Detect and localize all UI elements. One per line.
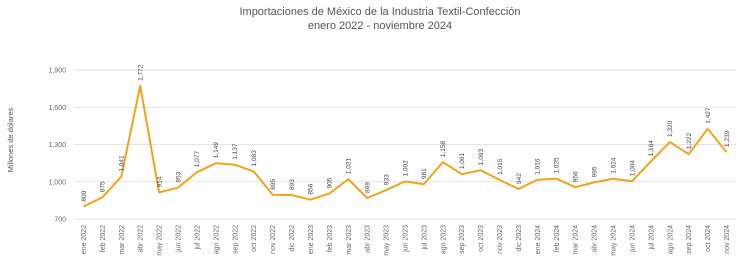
x-tick-label: oct 2024	[705, 225, 712, 252]
x-tick-label: dic 2023	[516, 225, 523, 252]
y-tick-label: 1,000	[48, 179, 66, 186]
x-tick-label: mar 2024	[573, 225, 580, 255]
x-tick-label: jul 2024	[648, 225, 655, 251]
x-tick-label: mar 2022	[119, 225, 126, 255]
data-label: 1,002	[402, 160, 409, 177]
chart-title: Importaciones de México de la Industria …	[239, 6, 520, 18]
x-tick-label: jul 2022	[194, 225, 201, 251]
data-label: 895	[270, 179, 277, 190]
x-tick-label: ene 2024	[535, 225, 542, 254]
x-tick-label: abr 2024	[592, 225, 599, 253]
data-label: 1,077	[194, 151, 201, 168]
x-tick-label: abr 2022	[138, 225, 145, 253]
y-axis-title: Millones de dólares	[6, 107, 15, 172]
chart-subtitle: enero 2022 - noviembre 2024	[308, 20, 452, 32]
data-label: 1,004	[629, 160, 636, 177]
x-tick-label: dic 2022	[289, 225, 296, 252]
data-label: 981	[421, 168, 428, 179]
data-label: 1,016	[535, 158, 542, 175]
data-label: 1,024	[610, 157, 617, 174]
data-label: 953	[175, 171, 182, 182]
x-tick-label: jun 2024	[629, 225, 636, 253]
data-label: 1,222	[686, 133, 693, 150]
data-label: 1,772	[138, 64, 145, 81]
x-tick-label: jun 2022	[176, 225, 183, 253]
x-tick-label: may 2022	[157, 225, 164, 256]
x-tick-label: sep 2023	[459, 225, 466, 254]
data-label: 856	[308, 183, 315, 194]
y-tick-label: 1,300	[48, 142, 66, 149]
x-tick-label: jul 2023	[421, 225, 428, 251]
x-tick-label: may 2023	[384, 225, 391, 256]
data-label: 1,164	[648, 140, 655, 157]
y-tick-label: 700	[54, 217, 66, 224]
data-label: 1,149	[213, 142, 220, 159]
data-line	[83, 84, 728, 208]
data-label: 893	[289, 179, 296, 190]
x-tick-label: nov 2023	[497, 225, 504, 254]
data-label: 1,137	[232, 143, 239, 160]
data-label: 1,041	[119, 155, 126, 172]
data-label: 1,025	[554, 157, 561, 174]
data-label: 914	[156, 176, 163, 187]
x-tick-label: abr 2023	[365, 225, 372, 253]
data-label: 942	[516, 173, 523, 184]
data-label: 995	[591, 166, 598, 177]
data-label: 875	[100, 181, 107, 192]
x-tick-label: mar 2023	[346, 225, 353, 255]
data-label: 1,061	[459, 153, 466, 170]
data-label: 800	[81, 190, 88, 201]
y-tick-label: 1,900	[48, 68, 66, 75]
x-tick-label: ago 2024	[667, 225, 674, 254]
data-label: 1,158	[440, 140, 447, 157]
data-label: 1,427	[705, 107, 712, 124]
x-tick-label: ago 2022	[213, 225, 220, 254]
data-label: 1,320	[667, 120, 674, 137]
x-tick-label: oct 2023	[478, 225, 485, 252]
data-label: 1,083	[251, 150, 258, 167]
x-tick-label: oct 2022	[251, 225, 258, 252]
x-tick-label: feb 2022	[100, 225, 107, 252]
x-tick-label: sep 2024	[686, 225, 693, 254]
x-tick-label: feb 2024	[554, 225, 561, 252]
x-tick-label: feb 2023	[327, 225, 334, 252]
y-tick-label: 1,600	[48, 105, 66, 112]
data-label: 905	[327, 177, 334, 188]
x-tick-label: nov 2024	[724, 225, 731, 254]
x-tick-label: nov 2022	[270, 225, 277, 254]
data-label: 933	[383, 174, 390, 185]
data-label: 1,021	[346, 157, 353, 174]
x-tick-label: sep 2022	[232, 225, 239, 254]
data-label: 956	[573, 171, 580, 182]
x-tick-label: ene 2023	[308, 225, 315, 254]
x-tick-label: ago 2023	[440, 225, 447, 254]
data-label: 1,093	[478, 149, 485, 166]
data-label: 869	[364, 182, 371, 193]
x-tick-label: ene 2022	[81, 225, 88, 254]
data-label: 1,015	[497, 158, 504, 175]
data-label: 1,239	[724, 130, 731, 147]
x-tick-label: jun 2023	[403, 225, 410, 253]
x-tick-label: may 2024	[611, 225, 618, 256]
